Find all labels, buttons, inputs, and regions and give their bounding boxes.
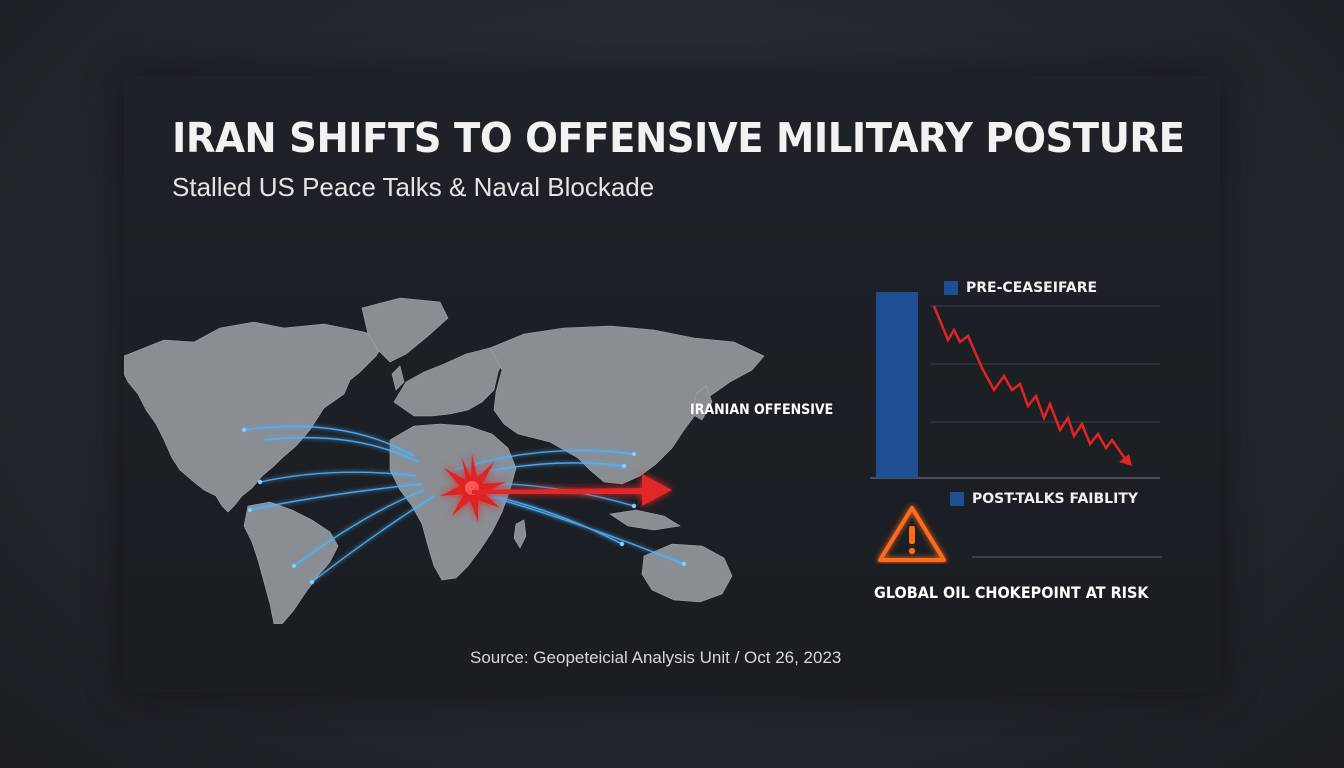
australia-landmass [641,543,733,603]
indonesia-landmass [609,509,681,531]
legend-post-label: POST-TALKS FAIBLITY [972,491,1139,507]
uk-landmass [391,365,405,391]
route-endpoints [241,427,687,585]
greenland-landmass [361,297,449,363]
oil-chokepoint-alert: GLOBAL OIL CHOKEPOINT AT RISK [874,583,1149,602]
legend-pre-label: PRE-CEASEIFARE [966,280,1098,296]
page-title: IRAN SHIFTS TO OFFENSIVE MILITARY POSTUR… [172,114,1185,162]
page-subtitle: Stalled US Peace Talks & Naval Blockade [172,172,655,202]
decline-arrowhead [1119,454,1132,466]
europe-landmass [393,347,507,417]
offensive-arrow-label: IRANIAN OFFENSIVE [690,402,834,418]
infographic-card: IRAN SHIFTS TO OFFENSIVE MILITARY POSTUR… [124,76,1220,692]
decline-trend-line [932,305,1128,461]
asia-landmass [489,325,765,485]
offensive-arrow [472,474,672,506]
posture-chart [870,292,1160,479]
south-america-landmass [243,501,339,624]
legend-pre-ceasefire: PRE-CEASEIFARE [944,280,1097,296]
legend-swatch-pre [944,281,958,295]
source-caption: Source: Geopeteicial Analysis Unit / Oct… [470,648,842,667]
madagascar-landmass [513,519,527,549]
legend-post-talks: POST-TALKS FAIBLITY [950,491,1138,507]
pre-ceasefire-bar [876,292,918,478]
warning-icon [878,506,946,562]
blue-routes [243,425,685,583]
world-map [124,297,765,624]
africa-landmass [389,423,517,581]
chart-gridlines [930,305,1160,423]
north-america-landmass [124,321,387,513]
japan-landmass [691,385,713,421]
alert-divider [972,556,1162,558]
legend-swatch-post [950,492,964,506]
